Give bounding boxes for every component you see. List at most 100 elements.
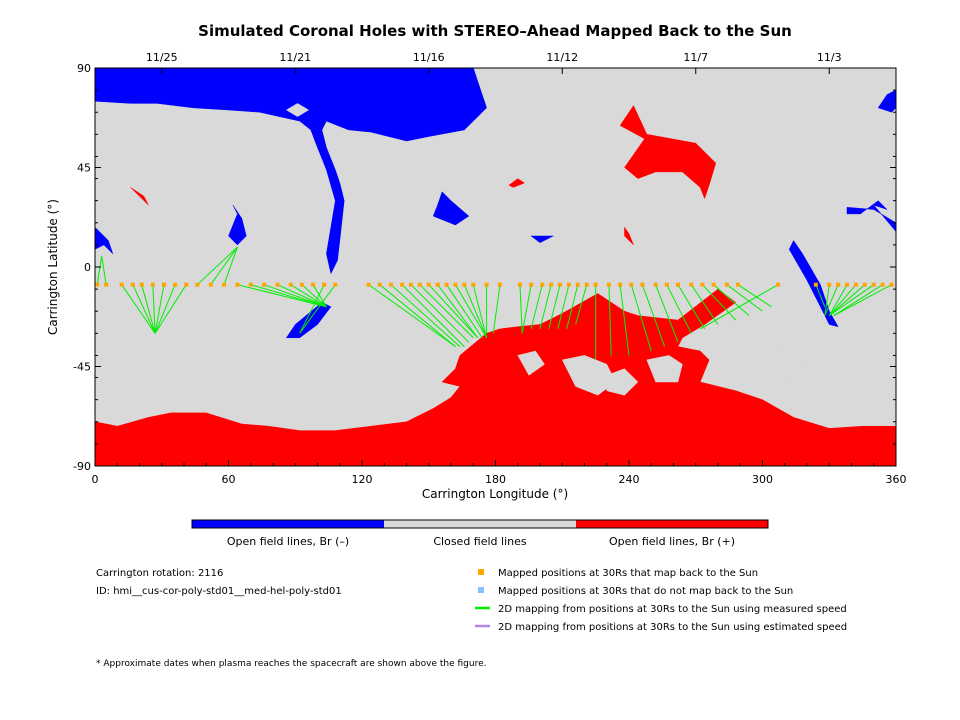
colorbar-open-negative	[192, 520, 384, 528]
mapped-point	[845, 282, 850, 287]
mapped-point	[426, 282, 431, 287]
mapped-point	[388, 282, 393, 287]
mapped-point	[139, 282, 144, 287]
mapped-point	[288, 282, 293, 287]
y-axis-label: Carrington Latitude (°)	[46, 199, 60, 335]
mapping-line	[539, 284, 552, 330]
open-negative-region	[846, 200, 897, 233]
mapped-point	[724, 282, 729, 287]
mapping-line	[677, 284, 706, 330]
mapped-point	[736, 282, 741, 287]
x-tick-label: 300	[752, 473, 773, 486]
mapping-line	[197, 246, 238, 286]
legend-label: 2D mapping from positions at 30Rs to the…	[498, 622, 847, 633]
y-tick-label: 45	[77, 162, 91, 175]
closed-island	[762, 350, 808, 378]
closed-island	[285, 103, 310, 117]
mapped-point	[497, 282, 502, 287]
mapped-point	[453, 282, 458, 287]
mapped-point	[299, 282, 304, 287]
mapping-line	[299, 284, 325, 334]
mapped-point	[629, 282, 634, 287]
mapped-point	[566, 282, 571, 287]
mapped-point	[640, 282, 645, 287]
mapping-line	[410, 284, 470, 343]
x-tick-label: 240	[619, 473, 640, 486]
mapped-point	[675, 282, 680, 287]
mapping-line	[472, 284, 488, 338]
open-negative-region	[228, 204, 247, 246]
mapped-point	[584, 282, 589, 287]
mapped-point	[275, 282, 280, 287]
mapping-line	[121, 284, 156, 334]
mapped-point	[377, 282, 382, 287]
mapped-point	[853, 282, 858, 287]
closed-island	[606, 368, 639, 396]
mapping-line	[210, 246, 238, 285]
mapped-point	[95, 282, 100, 287]
mapped-point	[248, 282, 253, 287]
mapped-point	[173, 282, 178, 287]
top-date-label: 11/3	[817, 51, 842, 64]
mapping-line	[713, 284, 750, 317]
mapped-point	[540, 282, 545, 287]
mapping-line	[379, 284, 456, 347]
closed-island	[517, 350, 545, 376]
mapped-point	[711, 282, 716, 287]
mapped-point	[836, 282, 841, 287]
mapping-line	[250, 284, 327, 308]
mapping-line	[828, 284, 848, 316]
mapping-line	[690, 284, 719, 325]
mapping-line	[154, 284, 176, 334]
mapped-points	[95, 282, 894, 287]
mapped-point	[606, 282, 611, 287]
mapping-line	[726, 284, 763, 312]
mapped-point	[235, 282, 240, 287]
x-axis: 0 60 120 180 240 300 360	[92, 460, 907, 486]
mapping-line	[223, 246, 238, 285]
mapped-point	[653, 282, 658, 287]
mapping-line	[132, 284, 156, 334]
colorbar-frame	[191, 519, 769, 529]
mapped-point	[471, 282, 476, 287]
mapped-point	[444, 282, 449, 287]
mapped-point	[871, 282, 876, 287]
top-date-label: 11/21	[279, 51, 311, 64]
y-tick-label: -45	[73, 361, 91, 374]
mapping-line	[666, 284, 692, 334]
x-axis-label: Carrington Longitude (°)	[422, 487, 568, 501]
y-tick-label: 0	[84, 261, 91, 274]
carrington-rotation: Carrington rotation: 2116	[96, 568, 223, 579]
mapping-line	[833, 284, 883, 317]
mapping-line	[299, 284, 336, 334]
mapped-point	[776, 282, 781, 287]
closed-island	[646, 355, 683, 383]
open-positive-region	[624, 226, 634, 246]
mapping-line	[492, 284, 501, 334]
open-negative-region	[432, 191, 470, 226]
mapped-point	[575, 282, 580, 287]
mapping-line	[630, 284, 652, 352]
mapping-line	[154, 284, 187, 334]
mapping-line	[96, 255, 103, 285]
mapped-point	[400, 282, 405, 287]
mapping-line	[277, 284, 327, 308]
colorbar-closed	[384, 520, 576, 528]
open-positive-regions	[94, 105, 897, 467]
mapped-point	[408, 282, 413, 287]
mapping-line	[557, 284, 570, 330]
mapping-line	[655, 284, 679, 343]
mapped-point	[195, 282, 200, 287]
mapping-line	[101, 255, 107, 285]
top-date-label: 11/25	[146, 51, 178, 64]
mapping-line	[702, 284, 737, 321]
plot-area	[94, 67, 897, 467]
legend-marker	[478, 569, 484, 575]
mapped-point	[689, 282, 694, 287]
mapped-point	[262, 282, 267, 287]
mapping-line	[575, 284, 588, 325]
mapping-line	[519, 284, 523, 334]
y-axis: -90 -45 0 45 90	[73, 62, 896, 473]
mapped-point	[366, 282, 371, 287]
mapping-line	[833, 284, 892, 317]
